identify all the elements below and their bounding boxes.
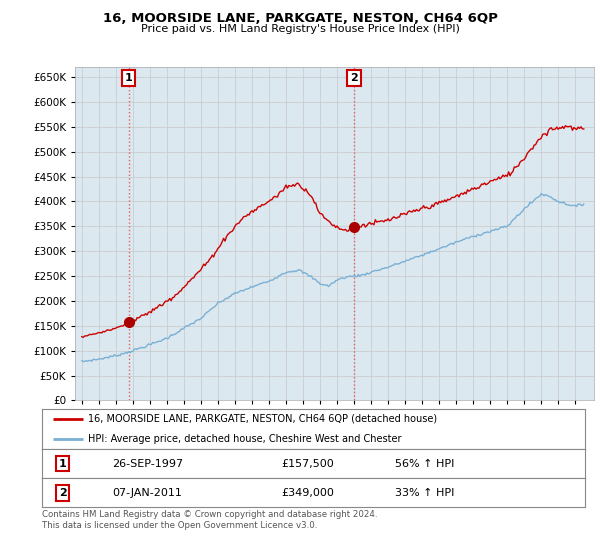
Text: 26-SEP-1997: 26-SEP-1997 (113, 459, 184, 469)
Text: 56% ↑ HPI: 56% ↑ HPI (395, 459, 454, 469)
Text: 1: 1 (125, 73, 133, 83)
Text: 07-JAN-2011: 07-JAN-2011 (113, 488, 182, 498)
Text: 16, MOORSIDE LANE, PARKGATE, NESTON, CH64 6QP: 16, MOORSIDE LANE, PARKGATE, NESTON, CH6… (103, 12, 497, 25)
Text: £157,500: £157,500 (281, 459, 334, 469)
Text: 2: 2 (350, 73, 358, 83)
Text: Price paid vs. HM Land Registry's House Price Index (HPI): Price paid vs. HM Land Registry's House … (140, 24, 460, 34)
Text: Contains HM Land Registry data © Crown copyright and database right 2024.
This d: Contains HM Land Registry data © Crown c… (42, 510, 377, 530)
Text: 1: 1 (59, 459, 67, 469)
Text: HPI: Average price, detached house, Cheshire West and Chester: HPI: Average price, detached house, Ches… (88, 434, 401, 444)
Text: 33% ↑ HPI: 33% ↑ HPI (395, 488, 454, 498)
Text: £349,000: £349,000 (281, 488, 334, 498)
Text: 2: 2 (59, 488, 67, 498)
Text: 16, MOORSIDE LANE, PARKGATE, NESTON, CH64 6QP (detached house): 16, MOORSIDE LANE, PARKGATE, NESTON, CH6… (88, 414, 437, 424)
